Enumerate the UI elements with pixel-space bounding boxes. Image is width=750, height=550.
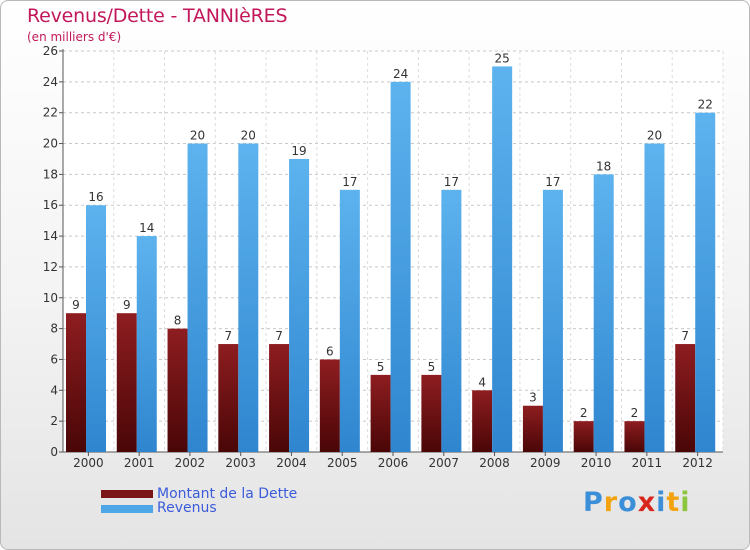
bar-revenus bbox=[644, 143, 665, 453]
data-label: 25 bbox=[495, 51, 510, 65]
data-label: 8 bbox=[174, 314, 182, 328]
logo-letter: i bbox=[656, 487, 667, 518]
data-label: 9 bbox=[123, 298, 131, 312]
legend-label-revenus: Revenus bbox=[157, 500, 217, 516]
bar-revenus bbox=[390, 81, 411, 452]
data-label: 18 bbox=[596, 159, 611, 173]
data-label: 4 bbox=[478, 375, 486, 389]
x-tick-label: 2012 bbox=[682, 456, 713, 470]
bar-revenus bbox=[86, 205, 106, 452]
bar-dette bbox=[218, 344, 239, 452]
x-tick-label: 2011 bbox=[632, 456, 663, 470]
data-label: 17 bbox=[545, 175, 560, 189]
bar-revenus bbox=[695, 112, 716, 452]
bar-dette bbox=[167, 328, 188, 452]
y-tick-label: 6 bbox=[50, 352, 58, 366]
logo-letter: o bbox=[618, 487, 638, 518]
x-tick-label: 2005 bbox=[327, 456, 358, 470]
data-label: 20 bbox=[241, 129, 256, 143]
x-tick-label: 2004 bbox=[276, 456, 307, 470]
bar-revenus bbox=[593, 174, 614, 452]
x-tick-label: 2001 bbox=[124, 456, 155, 470]
x-tick-label: 2006 bbox=[378, 456, 409, 470]
data-label: 7 bbox=[275, 329, 283, 343]
chart-subtitle: (en milliers d'€) bbox=[27, 30, 122, 44]
chart-title: Revenus/Dette - TANNIèRES bbox=[27, 5, 288, 27]
y-tick-label: 10 bbox=[43, 291, 58, 305]
data-label: 6 bbox=[326, 344, 334, 358]
data-label: 17 bbox=[342, 175, 357, 189]
legend-swatch-revenus bbox=[101, 505, 153, 513]
data-label: 17 bbox=[444, 175, 459, 189]
bar-dette bbox=[116, 313, 137, 452]
bar-dette bbox=[421, 374, 442, 452]
logo-letter: i bbox=[680, 487, 691, 518]
y-tick-label: 8 bbox=[50, 322, 58, 336]
bar-dette bbox=[675, 344, 696, 452]
data-label: 5 bbox=[428, 360, 436, 374]
bar-revenus bbox=[289, 158, 310, 452]
legend-swatch-dette bbox=[101, 490, 153, 498]
x-tick-label: 2002 bbox=[175, 456, 206, 470]
y-tick-label: 26 bbox=[43, 44, 58, 58]
bar-revenus bbox=[136, 236, 157, 452]
data-label: 20 bbox=[190, 129, 205, 143]
y-tick-label: 18 bbox=[43, 167, 58, 181]
y-tick-label: 20 bbox=[43, 137, 58, 151]
x-tick-label: 2010 bbox=[581, 456, 612, 470]
bar-dette bbox=[66, 313, 86, 452]
bar-dette bbox=[472, 390, 493, 452]
x-tick-label: 2007 bbox=[428, 456, 459, 470]
data-label: 19 bbox=[291, 144, 306, 158]
data-label: 7 bbox=[681, 329, 689, 343]
logo-letter: r bbox=[603, 487, 619, 518]
logo-letter: P bbox=[583, 487, 604, 518]
bar-dette bbox=[319, 359, 340, 452]
logo-letter: t bbox=[666, 487, 681, 518]
legend-label-dette: Montant de la Dette bbox=[157, 486, 298, 502]
data-label: 3 bbox=[529, 391, 537, 405]
y-tick-label: 4 bbox=[50, 383, 58, 397]
data-label: 20 bbox=[647, 129, 662, 143]
x-tick-label: 2009 bbox=[530, 456, 561, 470]
y-tick-label: 22 bbox=[43, 106, 58, 120]
x-tick-label: 2003 bbox=[225, 456, 256, 470]
data-label: 7 bbox=[224, 329, 232, 343]
data-label: 2 bbox=[631, 406, 639, 420]
bar-dette bbox=[269, 344, 290, 452]
data-label: 22 bbox=[698, 98, 713, 112]
data-label: 2 bbox=[580, 406, 588, 420]
data-label: 14 bbox=[139, 221, 154, 235]
y-tick-label: 12 bbox=[43, 260, 58, 274]
bar-revenus bbox=[441, 189, 462, 453]
logo-letter: x bbox=[637, 487, 657, 518]
bar-dette bbox=[573, 421, 594, 452]
y-tick-label: 14 bbox=[43, 229, 58, 243]
x-tick-label: 2000 bbox=[73, 456, 104, 470]
bar-revenus bbox=[492, 66, 513, 452]
y-tick-label: 0 bbox=[50, 445, 58, 459]
bar-revenus bbox=[339, 189, 360, 453]
data-label: 9 bbox=[72, 298, 80, 312]
y-tick-label: 2 bbox=[50, 414, 58, 428]
y-tick-label: 16 bbox=[43, 198, 58, 212]
data-label: 24 bbox=[393, 67, 408, 81]
bar-revenus bbox=[187, 143, 208, 453]
data-label: 5 bbox=[377, 360, 385, 374]
bar-dette bbox=[370, 374, 391, 452]
bar-dette bbox=[522, 405, 543, 452]
bar-dette bbox=[624, 421, 645, 452]
y-tick-label: 24 bbox=[43, 75, 58, 89]
bar-revenus bbox=[238, 143, 259, 453]
x-tick-label: 2008 bbox=[479, 456, 510, 470]
data-label: 16 bbox=[88, 190, 103, 204]
bar-revenus bbox=[542, 189, 563, 453]
proxiti-logo: Proxiti bbox=[583, 487, 691, 518]
